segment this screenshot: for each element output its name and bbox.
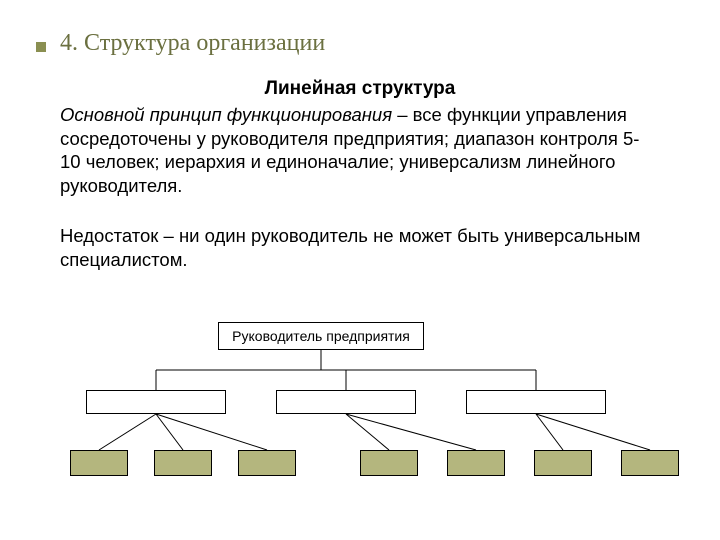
orgchart-node xyxy=(466,390,606,414)
orgchart-leaf xyxy=(154,450,212,476)
orgchart-leaf xyxy=(70,450,128,476)
orgchart-leaf xyxy=(238,450,296,476)
orgchart-node: Руководитель предприятия xyxy=(218,322,424,350)
orgchart-leaf xyxy=(534,450,592,476)
orgchart-leaf xyxy=(360,450,418,476)
orgchart-node xyxy=(86,390,226,414)
orgchart-leaf xyxy=(621,450,679,476)
orgchart-node xyxy=(276,390,416,414)
orgchart-leaf xyxy=(447,450,505,476)
